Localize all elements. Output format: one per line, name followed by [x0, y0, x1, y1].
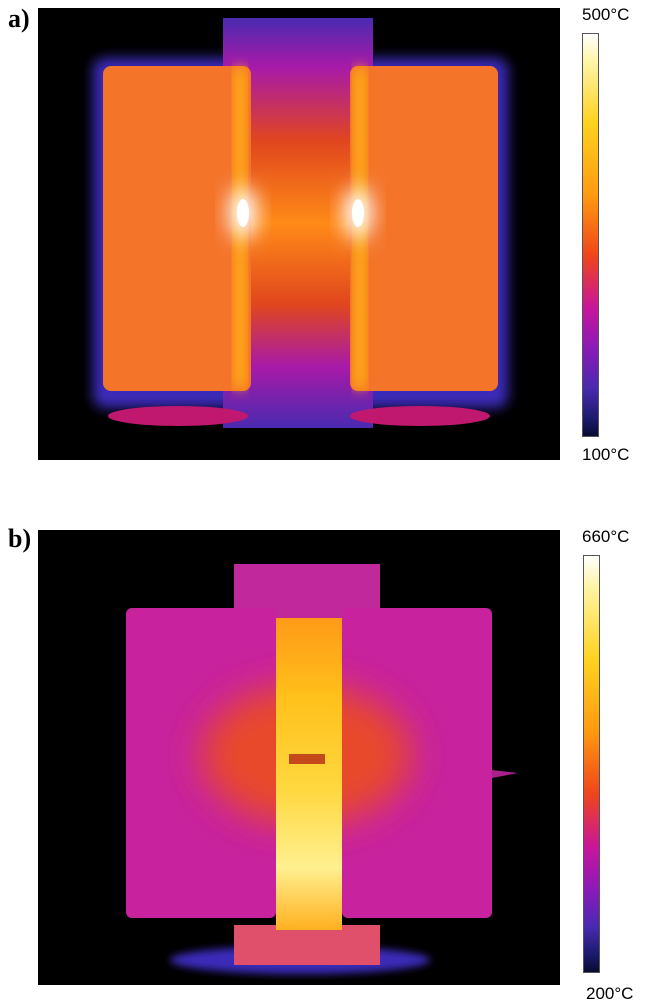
colorbar-b: [583, 555, 600, 973]
scale-max-a: 500°C: [582, 5, 630, 24]
colorbar-a: [582, 33, 599, 437]
thermal-image-a-graphic: [93, 18, 508, 428]
scale-min-b: 200°C: [586, 984, 634, 1003]
scale-max-b: 660°C: [582, 527, 630, 546]
thermal-image-b-graphic: [126, 564, 518, 974]
thermal-image-b: [38, 530, 560, 985]
panel-a-label: a): [8, 4, 30, 33]
scale-min-a: 100°C: [582, 445, 630, 464]
panel-b-label: b): [8, 524, 32, 553]
thermal-image-a: [38, 8, 560, 460]
